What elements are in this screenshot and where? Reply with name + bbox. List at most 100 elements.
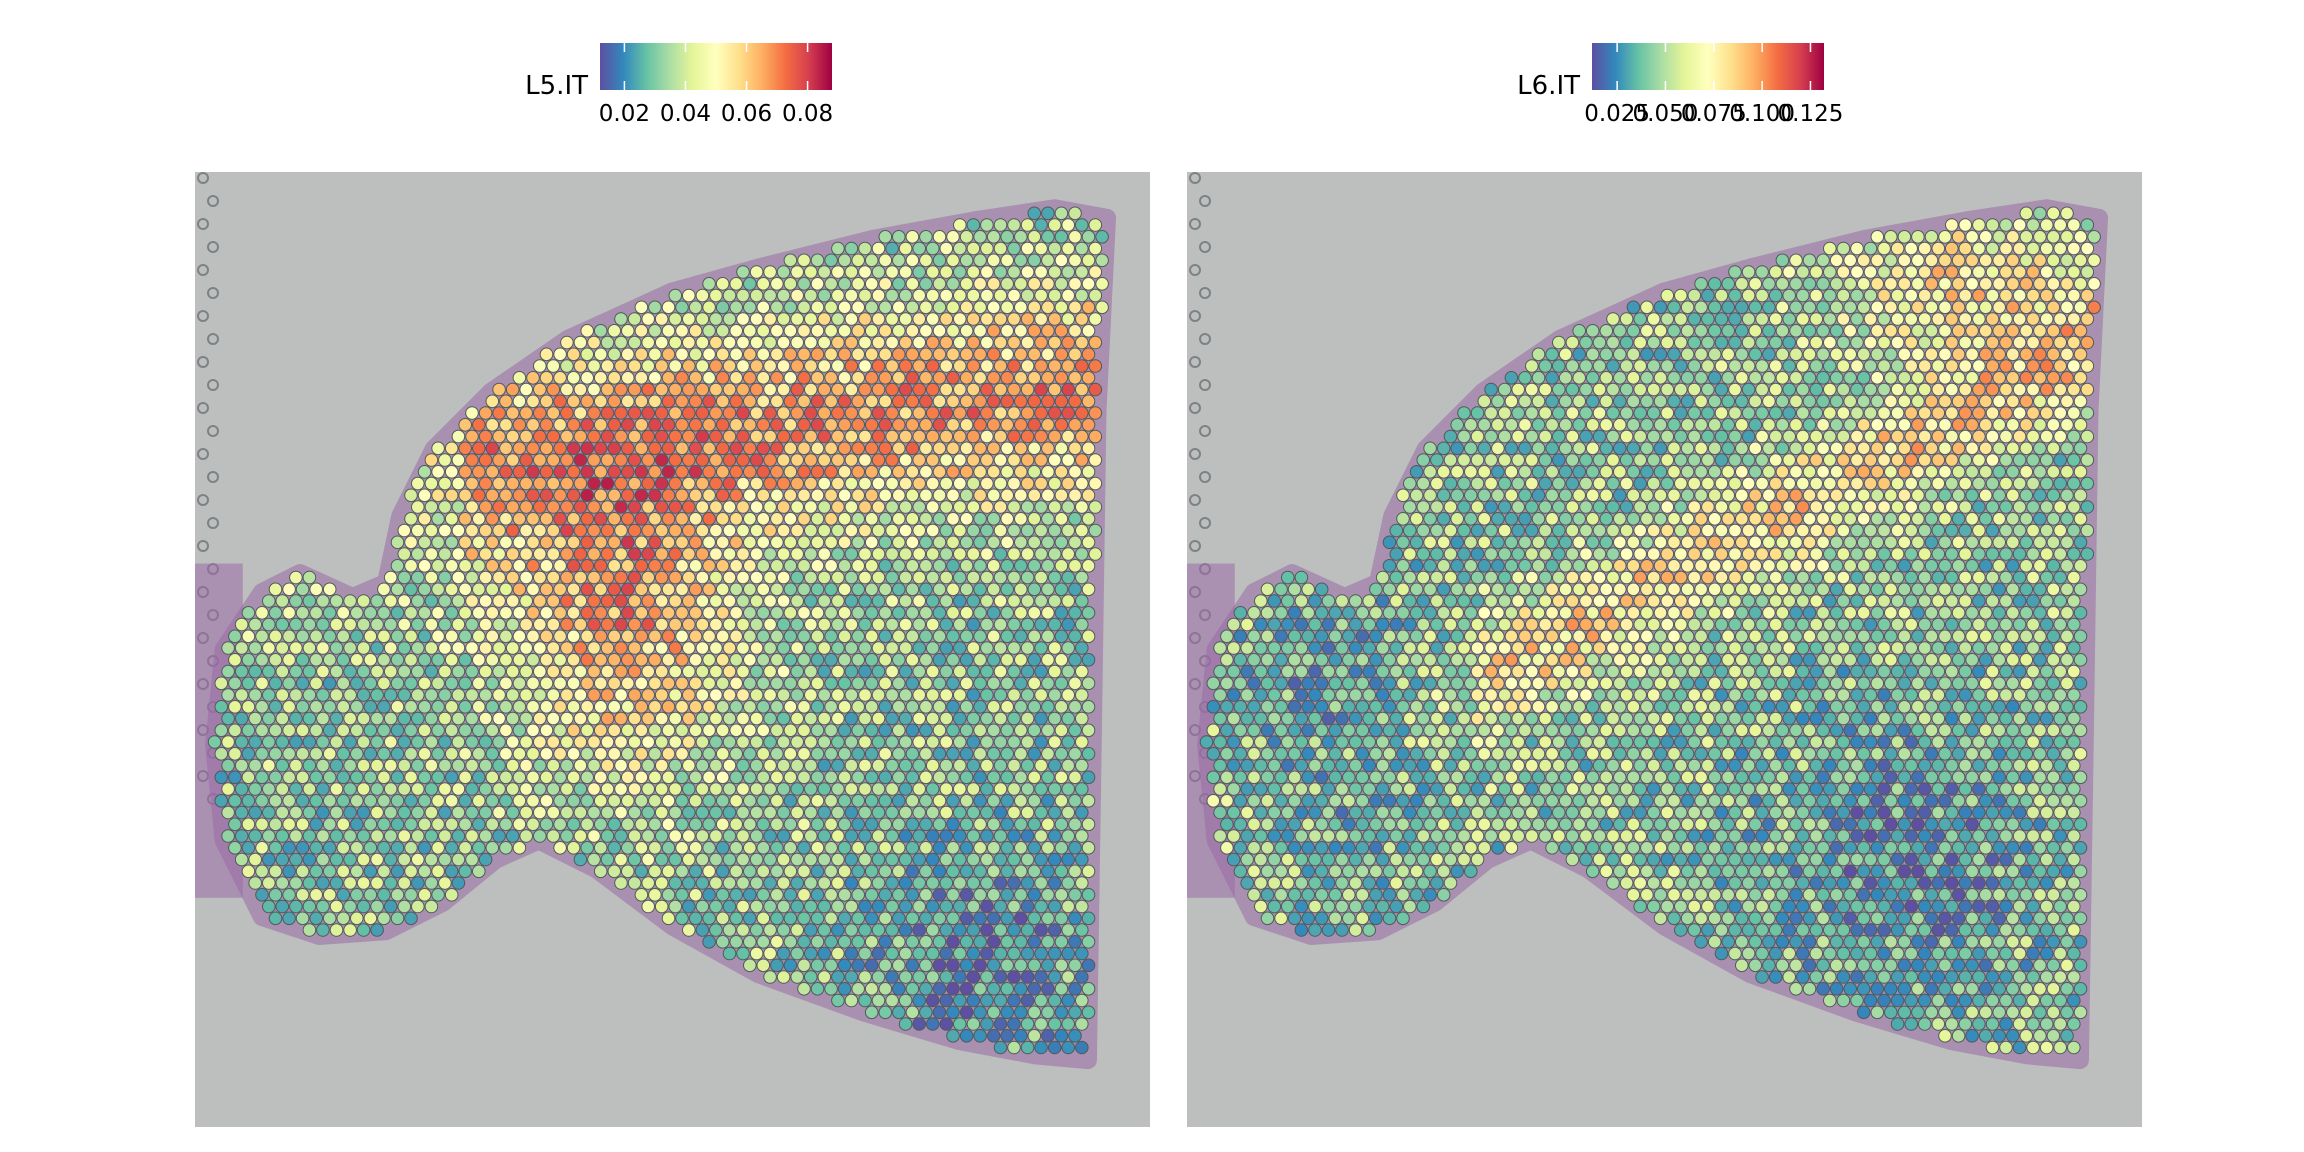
spot bbox=[953, 453, 967, 467]
spot bbox=[824, 817, 838, 832]
spot bbox=[905, 747, 920, 761]
spot bbox=[1782, 265, 1796, 279]
spot bbox=[878, 817, 893, 832]
spot bbox=[797, 723, 811, 738]
spot bbox=[1531, 582, 1546, 597]
spot bbox=[1748, 418, 1763, 432]
spot bbox=[627, 617, 642, 632]
spot bbox=[661, 817, 676, 832]
spot bbox=[614, 711, 628, 726]
spot bbox=[1789, 582, 1803, 597]
spot bbox=[1375, 570, 1390, 585]
spot bbox=[1068, 958, 1082, 973]
spot bbox=[1369, 606, 1383, 620]
spot bbox=[858, 288, 872, 303]
spot bbox=[485, 535, 500, 550]
spot bbox=[797, 794, 811, 808]
fiducial-marker bbox=[1189, 218, 1201, 230]
spot bbox=[871, 829, 886, 843]
spot bbox=[275, 594, 290, 608]
spot bbox=[966, 735, 981, 749]
spot bbox=[1014, 559, 1028, 573]
spot bbox=[790, 970, 805, 984]
spot bbox=[431, 817, 445, 832]
spot bbox=[295, 606, 310, 620]
spot bbox=[1075, 335, 1089, 350]
spot bbox=[986, 841, 1001, 855]
spot bbox=[553, 629, 567, 644]
spot bbox=[993, 688, 1008, 702]
spot bbox=[892, 888, 906, 902]
spot bbox=[2006, 418, 2020, 432]
spot bbox=[458, 488, 473, 503]
spot bbox=[1281, 570, 1295, 585]
spot bbox=[1552, 359, 1566, 373]
spot bbox=[1802, 582, 1817, 597]
spot bbox=[634, 582, 649, 597]
spot bbox=[1850, 500, 1864, 514]
spot bbox=[1633, 453, 1647, 467]
spot bbox=[837, 629, 852, 644]
spot bbox=[1613, 371, 1627, 385]
spot bbox=[1000, 653, 1015, 667]
spot bbox=[1646, 617, 1661, 632]
spot bbox=[1755, 476, 1769, 491]
spot bbox=[1667, 535, 1681, 550]
spot bbox=[844, 617, 859, 632]
spot bbox=[878, 723, 893, 738]
spot bbox=[2019, 582, 2034, 597]
spot bbox=[1796, 429, 1810, 444]
spot bbox=[837, 700, 852, 714]
spot bbox=[262, 758, 276, 773]
spot bbox=[1863, 406, 1878, 420]
spot bbox=[885, 594, 899, 608]
spot bbox=[1054, 911, 1069, 926]
spot bbox=[424, 805, 439, 820]
spot bbox=[749, 570, 764, 585]
spot bbox=[715, 747, 730, 761]
spot bbox=[939, 899, 954, 914]
spot bbox=[980, 594, 994, 608]
spot bbox=[2039, 406, 2054, 420]
spot bbox=[878, 582, 893, 597]
spot bbox=[1014, 230, 1028, 244]
spot bbox=[519, 570, 534, 585]
spot bbox=[492, 617, 506, 632]
spot bbox=[715, 465, 730, 479]
spot bbox=[966, 218, 981, 232]
spot bbox=[1897, 535, 1912, 550]
spot bbox=[824, 700, 838, 714]
spot bbox=[1809, 312, 1824, 326]
spot bbox=[2060, 606, 2074, 620]
spot bbox=[749, 335, 764, 350]
spot bbox=[1443, 523, 1458, 538]
spot bbox=[2012, 523, 2027, 538]
spot bbox=[804, 570, 818, 585]
spot bbox=[1829, 394, 1844, 409]
spot bbox=[485, 441, 500, 456]
spot bbox=[919, 653, 933, 667]
spot bbox=[1034, 476, 1048, 491]
spot bbox=[2019, 629, 2034, 644]
spot bbox=[1041, 347, 1055, 362]
spot bbox=[729, 629, 744, 644]
spot bbox=[783, 418, 798, 432]
spot bbox=[268, 888, 283, 902]
spot bbox=[1728, 382, 1742, 397]
spot bbox=[844, 476, 859, 491]
spot bbox=[1877, 406, 1891, 420]
spot bbox=[905, 394, 920, 409]
spot bbox=[322, 841, 337, 855]
spot bbox=[329, 852, 344, 867]
spot bbox=[1856, 253, 1871, 268]
spot bbox=[871, 500, 886, 514]
spot bbox=[1721, 535, 1735, 550]
spot bbox=[1965, 606, 1979, 620]
spot bbox=[1470, 453, 1485, 467]
spot bbox=[932, 512, 947, 526]
spot bbox=[688, 700, 703, 714]
spot bbox=[763, 735, 777, 749]
spot bbox=[743, 582, 757, 597]
spot bbox=[499, 841, 513, 855]
spot bbox=[743, 277, 757, 291]
